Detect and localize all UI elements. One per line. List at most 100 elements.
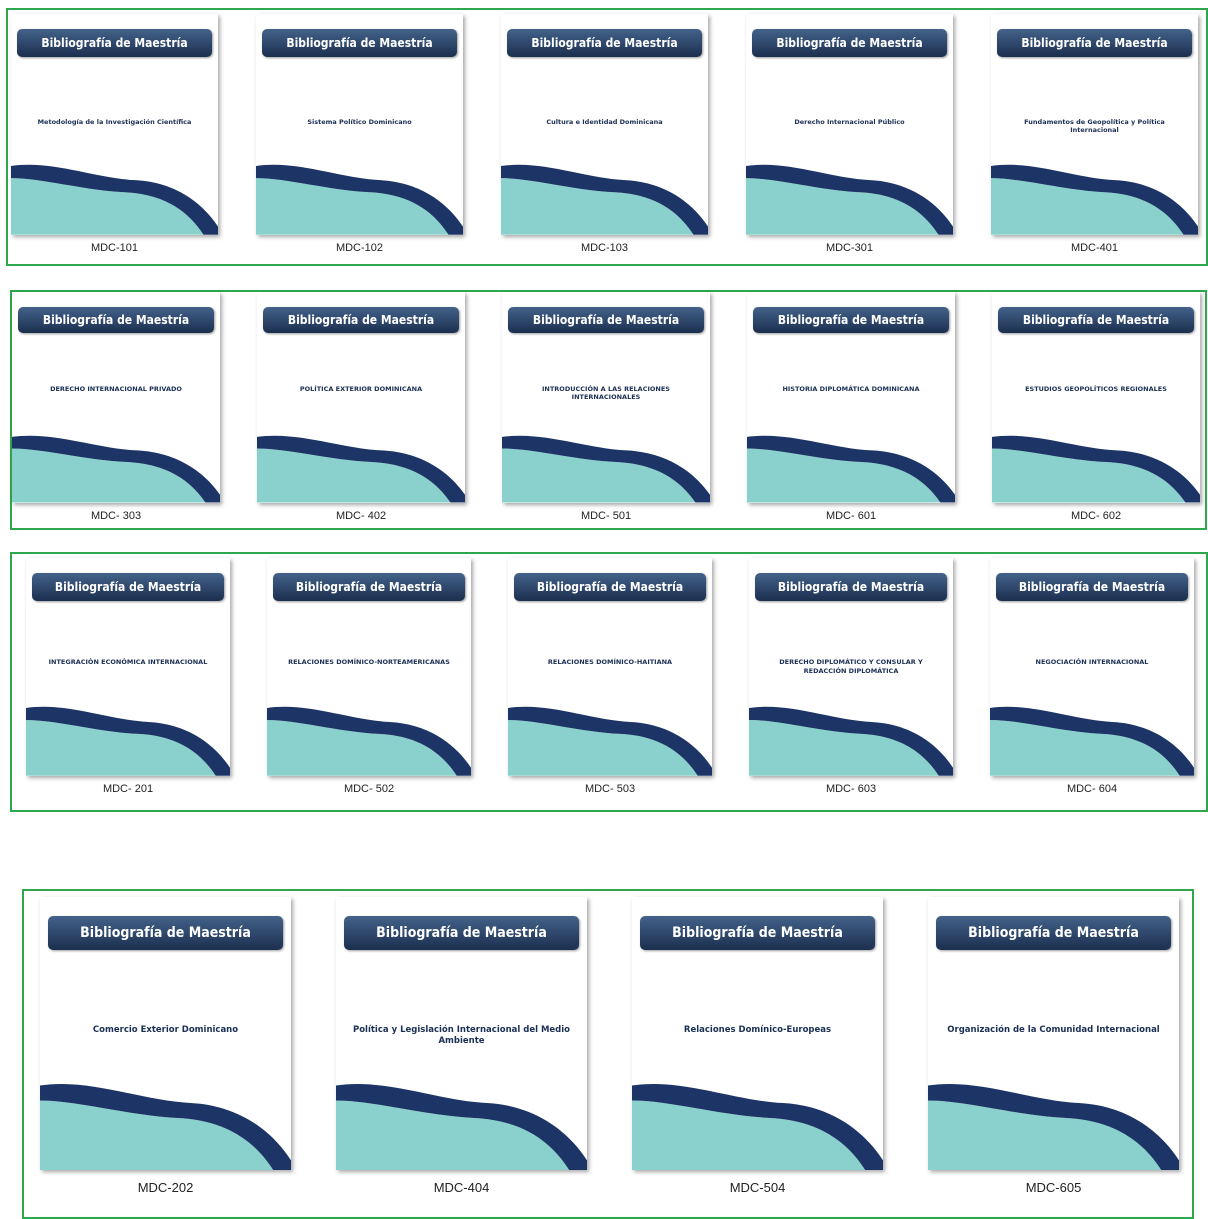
cover-header: Bibliografía de Maestría xyxy=(514,573,706,601)
cover-header: Bibliografía de Maestría xyxy=(752,29,947,58)
wave-shape xyxy=(256,178,449,235)
cover-wave xyxy=(40,1083,291,1170)
cover-header: Bibliografía de Maestría xyxy=(263,306,459,334)
cover-wave xyxy=(992,436,1200,503)
cover-wave xyxy=(267,707,471,776)
book-cover: Bibliografía de Maestría Relaciones Domín… xyxy=(632,897,883,1170)
course-code: MDC-404 xyxy=(433,1180,490,1196)
wave-shape xyxy=(502,436,710,503)
book-cover: Bibliografía de Maestría Comercio Exterio… xyxy=(40,897,291,1170)
cover-title: Organización de la Comunidad Internacion… xyxy=(947,1025,1160,1036)
cover-header: Bibliografía de Maestría xyxy=(47,916,284,951)
course-code: MDC- 503 xyxy=(584,783,636,796)
wave-shape xyxy=(257,436,465,503)
book-cover: Bibliografía de Maestría DERECHO DIPLOMÁT… xyxy=(749,558,953,776)
book-cover: Bibliografía de Maestría NEGOCIACIÓN INTE… xyxy=(990,558,1194,776)
cover-header: Bibliografía de Maestría xyxy=(996,573,1188,601)
cover-wave xyxy=(749,707,953,776)
group-frame xyxy=(10,552,1208,812)
group-frame xyxy=(6,8,1208,266)
cover-title: Sistema Político Dominicano xyxy=(307,117,412,126)
wave-shape xyxy=(990,720,1180,776)
cover-header: Bibliografía de Maestría xyxy=(998,306,1194,334)
wave-shape xyxy=(990,707,1194,776)
wave-shape xyxy=(747,448,941,503)
wave-shape xyxy=(40,1100,274,1170)
wave-shape xyxy=(749,720,939,776)
book-cover: Bibliografía de Maestría HISTORIA DIPLOMÁ… xyxy=(747,292,955,503)
wave-shape xyxy=(928,1083,1179,1170)
course-code: MDC-102 xyxy=(335,242,384,255)
cover-wave xyxy=(501,165,708,235)
wave-shape xyxy=(992,436,1200,503)
course-code: MDC- 602 xyxy=(1070,510,1122,523)
course-code: MDC- 502 xyxy=(343,783,395,796)
cover-title: Derecho Internacional Público xyxy=(794,117,905,126)
course-code: MDC- 604 xyxy=(1066,783,1118,796)
wave-shape xyxy=(267,720,457,776)
wave-shape xyxy=(749,707,953,776)
cover-header: Bibliografía de Maestría xyxy=(753,306,949,334)
cover-wave xyxy=(12,436,220,503)
book-cover: Bibliografía de Maestría ESTUDIOS GEOPOLÍ… xyxy=(992,292,1200,503)
wave-shape xyxy=(11,178,204,235)
wave-shape xyxy=(508,707,712,776)
cover-title: Fundamentos de Geopolítica y Política In… xyxy=(1024,117,1165,135)
course-code: MDC-202 xyxy=(137,1180,194,1196)
cover-title: HISTORIA DIPLOMÁTICA DOMINICANA xyxy=(782,384,920,393)
cover-wave xyxy=(11,165,218,235)
wave-shape xyxy=(12,448,206,503)
cover-header: Bibliografía de Maestría xyxy=(507,29,702,58)
course-code: MDC- 603 xyxy=(825,783,877,796)
course-code: MDC-103 xyxy=(580,242,629,255)
book-cover: Bibliografía de Maestría Fundamentos de G… xyxy=(991,14,1198,235)
wave-shape xyxy=(508,720,698,776)
cover-header: Bibliografía de Maestría xyxy=(997,29,1192,58)
wave-shape xyxy=(501,178,694,235)
cover-header: Bibliografía de Maestría xyxy=(755,573,947,601)
book-cover: Bibliografía de Maestría POLÍTICA EXTERIO… xyxy=(257,292,465,503)
wave-shape xyxy=(746,165,953,235)
cover-title: Relaciones Domínico-Europeas xyxy=(683,1025,832,1036)
wave-shape xyxy=(501,165,708,235)
book-cover: Bibliografía de Maestría Sistema Político… xyxy=(256,14,463,235)
cover-wave xyxy=(991,165,1198,235)
cover-wave xyxy=(508,707,712,776)
cover-title: Comercio Exterior Dominicano xyxy=(92,1025,239,1036)
cover-header: Bibliografía de Maestría xyxy=(32,573,224,601)
cover-wave xyxy=(928,1083,1179,1170)
wave-shape xyxy=(257,448,451,503)
cover-wave xyxy=(746,165,953,235)
wave-shape xyxy=(632,1083,883,1170)
wave-shape xyxy=(747,436,955,503)
cover-title: ESTUDIOS GEOPOLÍTICOS REGIONALES xyxy=(1025,384,1167,393)
wave-shape xyxy=(11,165,218,235)
cover-header: Bibliografía de Maestría xyxy=(508,306,704,334)
book-cover: Bibliografía de Maestría Política y Legis… xyxy=(336,897,587,1170)
cover-title: RELACIONES DOMÍNICO-HAITIANA xyxy=(547,658,673,667)
cover-title: INTEGRACIÓN ECONÓMICA INTERNACIONAL xyxy=(48,658,208,667)
group-frame xyxy=(10,290,1207,530)
course-code: MDC-504 xyxy=(729,1180,786,1196)
cover-header: Bibliografía de Maestría xyxy=(18,306,214,334)
book-cover: Bibliografía de Maestría Cultura e Identi… xyxy=(501,14,708,235)
course-code: MDC-101 xyxy=(90,242,139,255)
wave-shape xyxy=(502,448,696,503)
wave-shape xyxy=(746,178,939,235)
cover-header: Bibliografía de Maestría xyxy=(935,916,1172,951)
cover-title: DERECHO INTERNACIONAL PRIVADO xyxy=(50,384,182,393)
wave-shape xyxy=(928,1100,1162,1170)
cover-header: Bibliografía de Maestría xyxy=(639,916,876,951)
cover-title: POLÍTICA EXTERIOR DOMINICANA xyxy=(299,384,423,393)
wave-shape xyxy=(991,165,1198,235)
cover-wave xyxy=(990,707,1194,776)
course-code: MDC-301 xyxy=(825,242,874,255)
wave-shape xyxy=(40,1083,291,1170)
book-cover: Bibliografía de Maestría RELACIONES DOMÍN… xyxy=(508,558,712,776)
cover-title: DERECHO DIPLOMÁTICO Y CONSULAR Y REDACCI… xyxy=(779,658,923,675)
book-cover: Bibliografía de Maestría RELACIONES DOMÍN… xyxy=(267,558,471,776)
cover-title: Metodología de la Investigación Científi… xyxy=(37,117,192,126)
course-code: MDC-605 xyxy=(1025,1180,1082,1196)
cover-header: Bibliografía de Maestría xyxy=(262,29,457,58)
course-code: MDC- 601 xyxy=(825,510,877,523)
